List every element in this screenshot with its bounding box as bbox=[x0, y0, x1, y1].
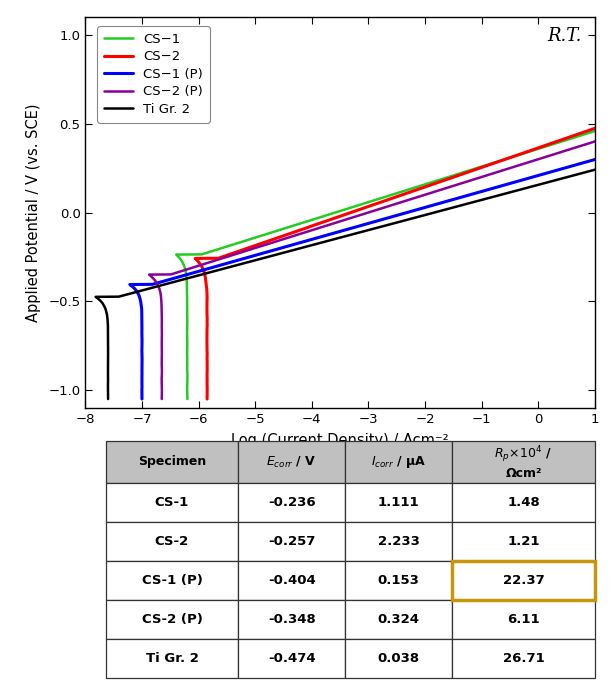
Text: 1.48: 1.48 bbox=[507, 496, 540, 509]
Text: R.T.: R.T. bbox=[548, 27, 582, 45]
Text: 2.233: 2.233 bbox=[378, 535, 420, 548]
Bar bbox=[452, 522, 595, 561]
Text: -0.257: -0.257 bbox=[268, 535, 315, 548]
CS−2 bbox=[203, 307, 210, 315]
Bar bbox=[238, 483, 345, 522]
Line: CS−1 (P): CS−1 (P) bbox=[130, 152, 610, 399]
CS−2 (P) bbox=[158, 338, 165, 346]
CS−2 (P) bbox=[158, 307, 165, 315]
Bar bbox=[345, 600, 452, 639]
CS−1 bbox=[184, 395, 191, 403]
Text: CS-1 (P): CS-1 (P) bbox=[142, 574, 203, 587]
Bar bbox=[452, 441, 595, 483]
Text: $R_p$$\times$$10^4$ /
Ωcm²: $R_p$$\times$$10^4$ / Ωcm² bbox=[495, 444, 553, 480]
Text: 0.038: 0.038 bbox=[378, 652, 420, 665]
X-axis label: Log (Current Density) / Acm⁻²: Log (Current Density) / Acm⁻² bbox=[231, 433, 449, 448]
CS−2 bbox=[422, 182, 429, 191]
CS−2 (P) bbox=[334, 218, 341, 226]
CS−1 (P) bbox=[393, 211, 401, 219]
Bar bbox=[106, 522, 238, 561]
CS−1 (P) bbox=[138, 395, 146, 403]
Ti Gr. 2 bbox=[396, 217, 404, 226]
Ti Gr. 2 bbox=[543, 178, 550, 187]
Bar bbox=[452, 600, 595, 639]
CS−1 bbox=[184, 372, 191, 380]
Bar bbox=[106, 483, 238, 522]
CS−2 bbox=[203, 395, 210, 403]
Text: CS-1: CS-1 bbox=[155, 496, 189, 509]
Bar bbox=[452, 639, 595, 678]
Bar bbox=[345, 561, 452, 600]
Bar bbox=[238, 561, 345, 600]
CS−2 (P) bbox=[158, 395, 165, 403]
CS−1 (P) bbox=[138, 311, 146, 319]
CS−2 bbox=[204, 383, 211, 391]
Bar bbox=[345, 441, 452, 483]
Bar bbox=[238, 441, 345, 483]
CS−1 bbox=[184, 327, 191, 335]
Bar bbox=[452, 483, 595, 522]
Text: 0.153: 0.153 bbox=[378, 574, 420, 587]
Ti Gr. 2 bbox=[104, 324, 112, 332]
CS−1 (P) bbox=[138, 307, 145, 315]
Bar bbox=[106, 639, 238, 678]
Text: CS-2: CS-2 bbox=[155, 535, 189, 548]
Text: 0.324: 0.324 bbox=[378, 613, 420, 626]
Bar bbox=[238, 600, 345, 639]
CS−1 bbox=[184, 354, 191, 363]
Ti Gr. 2 bbox=[290, 246, 298, 254]
CS−2 bbox=[486, 161, 493, 169]
CS−1 bbox=[314, 214, 321, 222]
Bar bbox=[106, 600, 238, 639]
Ti Gr. 2 bbox=[104, 395, 112, 403]
Bar bbox=[345, 483, 452, 522]
CS−1 (P) bbox=[311, 235, 318, 243]
Text: 1.21: 1.21 bbox=[507, 535, 540, 548]
Line: Ti Gr. 2: Ti Gr. 2 bbox=[96, 162, 610, 399]
Text: Ti Gr. 2: Ti Gr. 2 bbox=[146, 652, 198, 665]
CS−2 (P) bbox=[430, 188, 437, 196]
Text: Specimen: Specimen bbox=[138, 455, 206, 468]
CS−1 (P) bbox=[138, 379, 146, 387]
Text: 22.37: 22.37 bbox=[503, 574, 544, 587]
Bar bbox=[452, 561, 595, 600]
Line: CS−2 (P): CS−2 (P) bbox=[149, 133, 610, 399]
CS−2 (P) bbox=[276, 236, 283, 244]
Text: 1.111: 1.111 bbox=[378, 496, 420, 509]
Line: CS−2: CS−2 bbox=[195, 119, 610, 399]
Text: -0.474: -0.474 bbox=[268, 652, 315, 665]
CS−1 bbox=[431, 177, 438, 186]
CS−1 bbox=[184, 324, 191, 332]
CS−1 (P) bbox=[482, 187, 489, 195]
Text: -0.236: -0.236 bbox=[268, 496, 315, 509]
Bar bbox=[106, 441, 238, 483]
Text: 26.71: 26.71 bbox=[503, 652, 544, 665]
Bar bbox=[106, 561, 238, 600]
Line: CS−1: CS−1 bbox=[176, 122, 610, 399]
Legend: CS−1, CS−2, CS−1 (P), CS−2 (P), Ti Gr. 2: CS−1, CS−2, CS−1 (P), CS−2 (P), Ti Gr. 2 bbox=[97, 26, 210, 122]
CS−2 bbox=[204, 381, 211, 389]
CS−2 (P) bbox=[431, 187, 438, 196]
Ti Gr. 2 bbox=[237, 260, 244, 269]
CS−2 bbox=[412, 187, 419, 195]
Text: $E_{corr}$ / V: $E_{corr}$ / V bbox=[267, 454, 317, 470]
Ti Gr. 2 bbox=[104, 386, 112, 394]
Text: -0.404: -0.404 bbox=[268, 574, 315, 587]
Bar bbox=[238, 522, 345, 561]
Text: -0.348: -0.348 bbox=[268, 613, 315, 626]
Y-axis label: Applied Potential / V (vs. SCE): Applied Potential / V (vs. SCE) bbox=[26, 104, 41, 322]
Bar bbox=[238, 639, 345, 678]
Text: CS-2 (P): CS-2 (P) bbox=[142, 613, 203, 626]
Bar bbox=[345, 639, 452, 678]
Text: 6.11: 6.11 bbox=[507, 613, 540, 626]
Bar bbox=[345, 522, 452, 561]
Text: $I_{corr}$ / μA: $I_{corr}$ / μA bbox=[371, 454, 426, 470]
